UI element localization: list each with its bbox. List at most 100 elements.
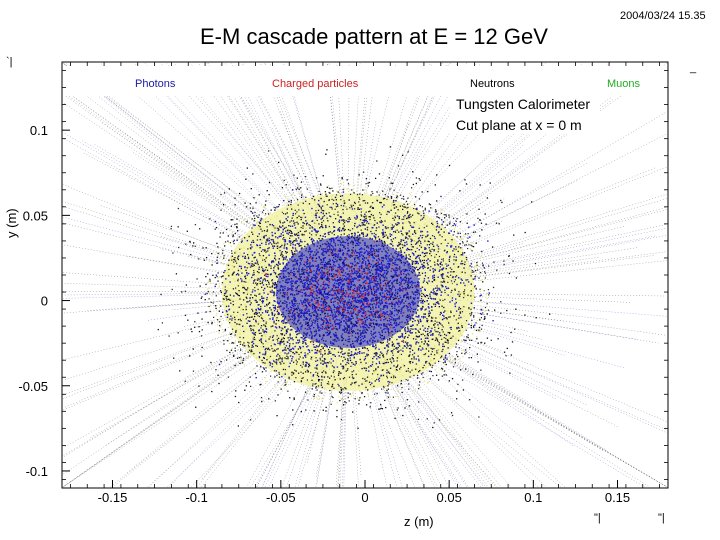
halo-particle <box>402 195 405 198</box>
neutron-particle <box>351 382 353 384</box>
neutron-particle <box>239 248 241 250</box>
neutron-particle <box>414 250 417 253</box>
neutron-particle <box>347 354 349 356</box>
neutron-particle <box>283 179 285 182</box>
neutron-particle <box>359 358 361 361</box>
neutron-particle <box>464 272 466 274</box>
photon-particle <box>492 320 494 322</box>
neutron-particle <box>378 212 381 214</box>
halo-particle <box>430 255 432 257</box>
neutron-particle <box>256 239 259 241</box>
neutron-particle <box>341 176 343 179</box>
neutron-particle <box>232 303 234 306</box>
neutron-particle <box>216 275 218 278</box>
neutron-particle <box>323 200 325 203</box>
neutron-particle <box>487 309 490 311</box>
neutron-particle <box>332 230 335 233</box>
halo-particle <box>256 215 258 217</box>
neutron-particle <box>392 217 394 220</box>
neutron-particle <box>423 259 426 262</box>
halo-particle <box>463 293 465 296</box>
neutron-particle <box>454 288 456 290</box>
halo-particle <box>420 219 422 221</box>
neutron-particle <box>451 239 453 241</box>
neutron-particle <box>261 300 263 303</box>
halo-particle <box>313 222 315 224</box>
halo-particle <box>265 333 267 336</box>
neutron-particle <box>267 240 269 242</box>
neutron-particle <box>280 388 282 390</box>
neutron-particle <box>422 264 424 267</box>
neutron-particle <box>294 253 296 255</box>
neutron-particle <box>253 197 255 199</box>
neutron-particle <box>512 260 514 262</box>
neutron-particle <box>266 298 268 301</box>
halo-particle <box>336 190 338 192</box>
halo-particle <box>282 374 284 376</box>
neutron-particle <box>234 318 236 321</box>
neutron-particle <box>271 363 274 365</box>
neutron-particle <box>259 254 261 257</box>
halo-particle <box>252 338 254 340</box>
neutron-particle <box>237 258 239 261</box>
neutron-particle <box>472 246 475 248</box>
halo-particle <box>207 281 209 283</box>
neutron-particle <box>225 295 227 298</box>
halo-particle <box>296 211 298 213</box>
neutron-particle <box>230 333 233 335</box>
halo-particle <box>255 275 257 277</box>
halo-particle <box>279 363 281 365</box>
neutron-particle <box>304 245 306 248</box>
halo-particle <box>248 349 251 351</box>
neutron-particle <box>187 319 189 321</box>
neutron-particle <box>242 292 245 294</box>
halo-particle <box>475 322 477 324</box>
neutron-particle <box>405 341 407 343</box>
neutron-particle <box>284 250 287 253</box>
neutron-particle <box>322 175 324 177</box>
neutron-particle <box>340 352 342 354</box>
halo-particle <box>347 376 349 378</box>
halo-particle <box>276 363 278 365</box>
neutron-particle <box>359 225 362 227</box>
neutron-particle <box>437 259 439 261</box>
neutron-particle <box>369 383 372 386</box>
neutron-particle <box>475 287 477 290</box>
halo-particle <box>337 221 339 223</box>
halo-particle <box>226 299 228 301</box>
halo-particle <box>239 275 242 278</box>
neutron-particle <box>474 269 477 272</box>
neutron-particle <box>269 286 271 288</box>
halo-particle <box>423 227 425 229</box>
halo-particle <box>397 390 399 392</box>
neutron-particle <box>230 302 232 304</box>
neutron-particle <box>474 231 476 233</box>
neutron-particle <box>382 356 385 358</box>
neutron-particle <box>357 427 359 429</box>
neutron-particle <box>237 274 240 276</box>
halo-particle <box>275 207 277 209</box>
neutron-particle <box>437 260 439 262</box>
halo-particle <box>369 380 371 383</box>
neutron-particle <box>293 222 295 225</box>
halo-particle <box>458 314 460 316</box>
halo-particle <box>250 299 252 301</box>
halo-particle <box>288 345 291 347</box>
halo-particle <box>276 374 278 377</box>
halo-particle <box>221 323 223 325</box>
halo-particle <box>335 206 338 208</box>
halo-particle <box>266 355 268 358</box>
halo-particle <box>434 362 436 364</box>
halo-particle <box>258 273 260 276</box>
neutron-particle <box>372 214 374 217</box>
neutron-particle <box>261 286 263 288</box>
neutron-particle <box>346 235 348 237</box>
neutron-particle <box>398 350 400 352</box>
photon-particle <box>305 261 308 264</box>
neutron-particle <box>368 381 371 383</box>
neutron-particle <box>345 370 347 372</box>
halo-particle <box>383 358 386 360</box>
neutron-particle <box>230 225 233 227</box>
neutron-particle <box>337 191 339 193</box>
neutron-particle <box>448 380 450 382</box>
